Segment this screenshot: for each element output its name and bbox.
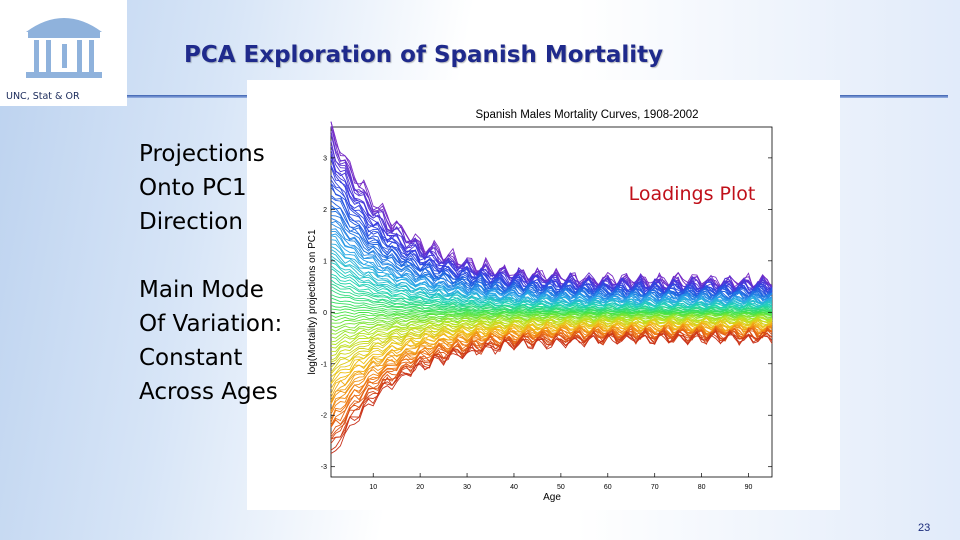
old-well-logo-icon	[26, 18, 102, 78]
slide-number: 23	[918, 522, 931, 534]
mortality-curve	[330, 304, 773, 314]
mortality-curve	[330, 210, 773, 301]
side-text-line: Constant	[139, 345, 243, 371]
x-tick-label: 60	[604, 484, 612, 491]
mortality-curve	[330, 316, 773, 352]
y-tick-label: 2	[323, 207, 327, 214]
mortality-curve	[330, 289, 773, 312]
x-tick-label: 30	[463, 484, 471, 491]
mortality-curve	[330, 276, 773, 310]
side-text: Projections Onto PC1 Direction Main Mode…	[139, 137, 282, 409]
chart-title: Spanish Males Mortality Curves, 1908-200…	[475, 109, 698, 121]
side-text-line: Of Variation:	[139, 311, 283, 337]
mortality-curve	[330, 317, 773, 361]
x-tick-label: 50	[557, 484, 565, 491]
mortality-curve	[330, 220, 773, 302]
side-text-line: Main Mode	[139, 277, 264, 303]
title-rule-left	[127, 95, 247, 98]
chart-figure: Spanish Males Mortality Curves, 1908-200…	[247, 80, 840, 510]
series-layer	[330, 121, 773, 454]
mortality-curve	[330, 165, 773, 295]
side-text-line: Direction	[139, 209, 243, 235]
side-text-line: Projections	[139, 141, 265, 167]
mortality-curve	[330, 140, 773, 292]
mortality-chart: Spanish Males Mortality Curves, 1908-200…	[307, 109, 773, 503]
x-tick-label: 80	[698, 484, 706, 491]
mortality-curve	[330, 330, 773, 451]
mortality-curve	[330, 183, 773, 298]
mortality-curve	[330, 331, 773, 454]
side-text-line: Across Ages	[139, 379, 278, 405]
mortality-curve	[330, 323, 773, 404]
mortality-curve	[330, 183, 773, 297]
mortality-curve	[330, 223, 773, 303]
mortality-curve	[330, 324, 773, 413]
mortality-curve	[330, 313, 773, 329]
mortality-curve	[330, 297, 773, 313]
y-tick-label: 0	[323, 310, 327, 317]
mortality-curve	[330, 308, 773, 315]
side-text-spacer	[139, 239, 282, 273]
mortality-curve	[330, 152, 773, 293]
mortality-curve	[330, 262, 772, 309]
logo-caption: UNC, Stat & OR	[6, 91, 80, 102]
x-tick-label: 40	[510, 484, 518, 491]
mortality-curve	[330, 315, 773, 345]
x-tick-label: 90	[745, 484, 753, 491]
x-axis-label: Age	[543, 492, 561, 503]
mortality-curve	[330, 215, 773, 302]
x-tick-label: 10	[369, 484, 377, 491]
y-tick-label: 3	[323, 155, 327, 162]
y-tick-label: -3	[321, 464, 327, 471]
slide-title: PCA Exploration of Spanish Mortality	[184, 42, 664, 68]
mortality-curve	[330, 158, 773, 296]
y-tick-label: -1	[321, 361, 327, 368]
y-axis-label: log(Mortality) projections on PC1	[307, 229, 318, 374]
x-tick-label: 20	[416, 484, 424, 491]
mortality-curve	[330, 252, 773, 307]
loadings-plot-annotation: Loadings Plot	[629, 183, 756, 205]
y-tick-label: -2	[321, 413, 327, 420]
y-tick-label: 1	[323, 258, 327, 265]
side-text-line: Onto PC1	[139, 175, 247, 201]
title-rule-right	[840, 95, 948, 98]
x-tick-label: 70	[651, 484, 659, 491]
mortality-curve	[330, 258, 773, 308]
mortality-curve	[330, 315, 773, 339]
mortality-curve	[330, 317, 773, 357]
logo-area: UNC, Stat & OR	[0, 0, 127, 106]
mortality-curve	[330, 329, 773, 444]
mortality-curve	[330, 126, 773, 291]
